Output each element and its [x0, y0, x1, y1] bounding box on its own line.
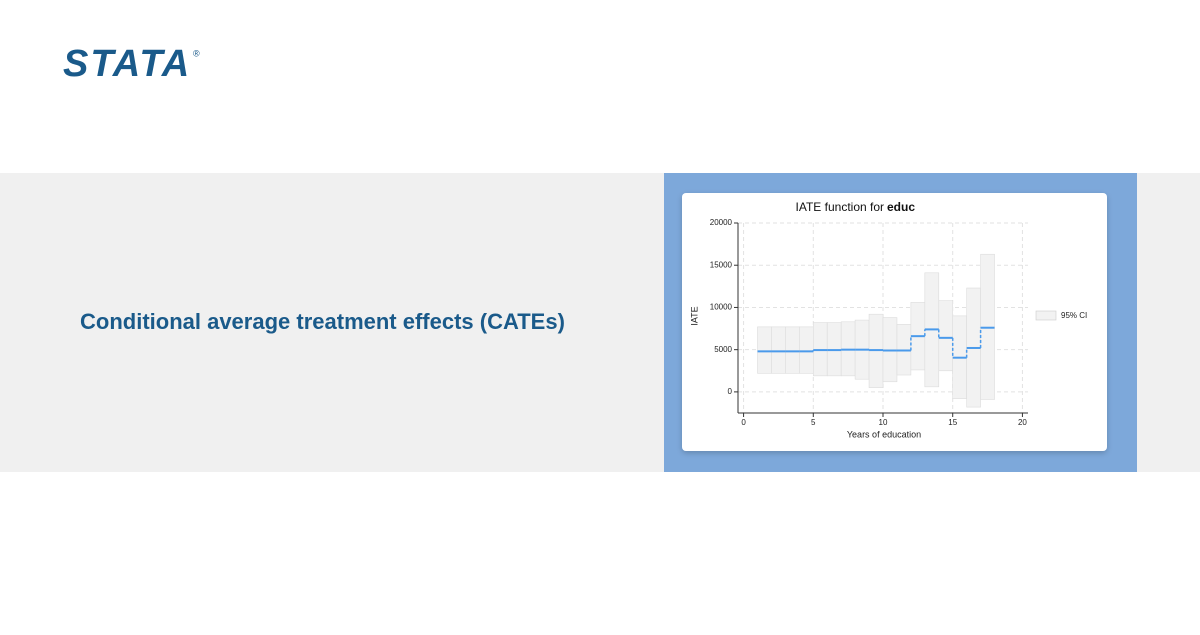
- y-tick-label: 5000: [714, 345, 732, 354]
- x-axis-label: Years of education: [847, 429, 921, 439]
- x-tick-label: 10: [879, 418, 888, 427]
- logo: STATA: [63, 43, 191, 85]
- x-tick-label: 15: [948, 418, 957, 427]
- ci-band: [771, 326, 786, 374]
- y-tick-label: 15000: [710, 260, 733, 269]
- y-axis-label: IATE: [689, 306, 699, 325]
- x-tick-label: 0: [741, 418, 746, 427]
- ci-band: [785, 326, 800, 374]
- y-tick-label: 10000: [710, 303, 733, 312]
- ci-band: [799, 326, 814, 374]
- headline: Conditional average treatment effects (C…: [80, 309, 565, 334]
- x-tick-label: 5: [811, 418, 816, 427]
- logo-mark: ®: [193, 48, 200, 58]
- chart-title-var: educ: [887, 200, 915, 214]
- ci-band: [757, 326, 772, 374]
- x-tick-label: 20: [1018, 418, 1027, 427]
- y-tick-label: 0: [728, 387, 733, 396]
- chart-title: IATE function for: [796, 200, 884, 214]
- legend-label: 95% CI: [1061, 311, 1087, 320]
- ci-band: [938, 300, 954, 372]
- y-tick-label: 20000: [710, 218, 733, 227]
- legend-swatch: [1035, 310, 1057, 321]
